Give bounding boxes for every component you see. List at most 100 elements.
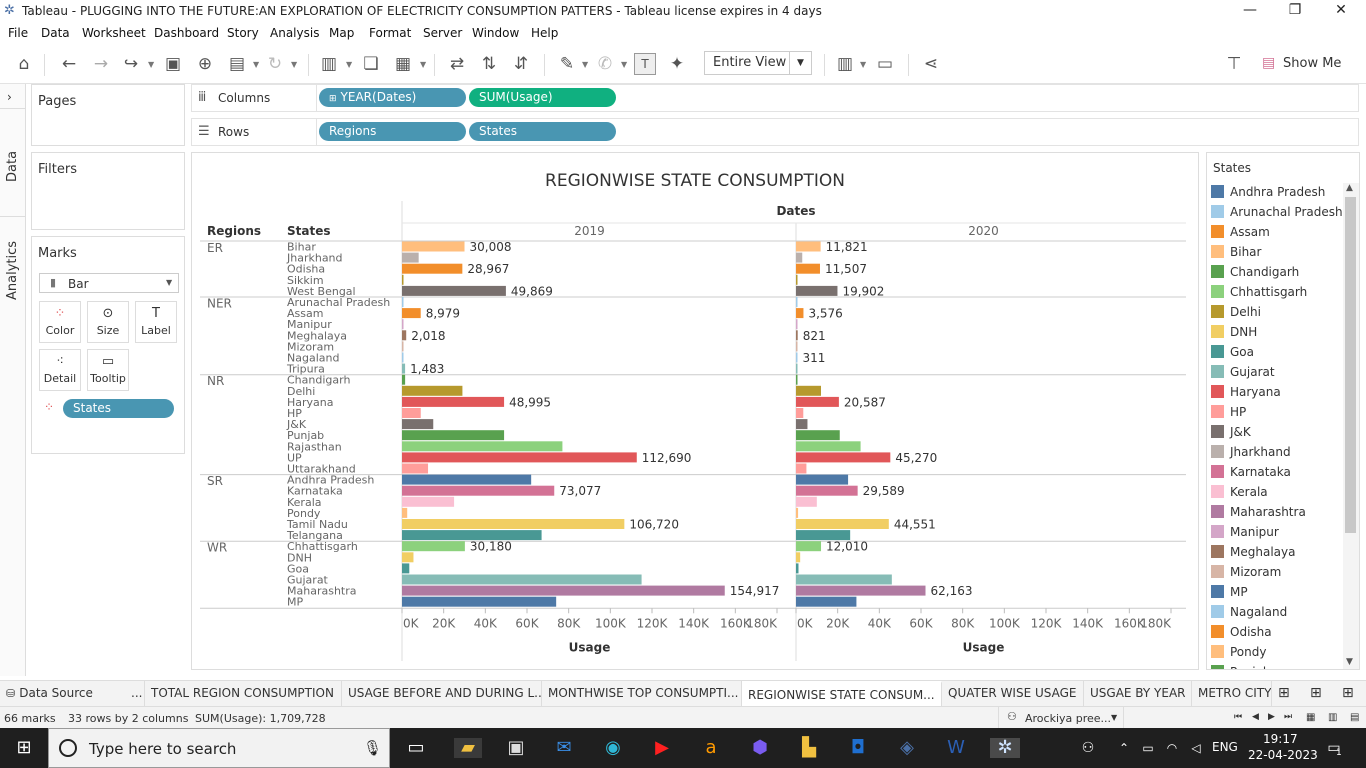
home-icon[interactable]: ⌂: [18, 54, 30, 74]
tab-metro-city[interactable]: METRO CITY: [1192, 681, 1272, 707]
menu-map[interactable]: Map: [329, 26, 355, 40]
chevron-down-icon[interactable]: ▼: [253, 60, 260, 69]
share-icon[interactable]: ⋖: [923, 54, 939, 74]
legend-item[interactable]: Haryana: [1211, 385, 1281, 399]
chevron-down-icon[interactable]: ▼: [621, 60, 628, 69]
youtube-icon[interactable]: ▶: [655, 737, 669, 758]
clock-time[interactable]: 19:17: [1263, 732, 1298, 746]
tooltip-card[interactable]: ▭ Tooltip: [87, 349, 129, 391]
menu-worksheet[interactable]: Worksheet: [82, 26, 146, 40]
chevron-down-icon[interactable]: ▼: [346, 60, 353, 69]
legend-item[interactable]: Nagaland: [1211, 605, 1287, 619]
mail-icon[interactable]: ✉: [556, 737, 572, 758]
task-view-icon[interactable]: ▭: [407, 737, 425, 758]
flipkart-icon[interactable]: ▙: [802, 737, 816, 758]
duplicate-icon[interactable]: ❏: [363, 54, 379, 74]
clock-date[interactable]: 22-04-2023: [1248, 748, 1318, 762]
word-icon[interactable]: W: [947, 737, 965, 758]
taskbar-search[interactable]: Type here to search 🎙︎: [48, 728, 390, 768]
first-sheet-icon[interactable]: ⏮: [1234, 712, 1243, 722]
pause-updates-icon[interactable]: ▤: [228, 54, 246, 74]
chevron-up-icon[interactable]: ⌃: [1118, 741, 1130, 755]
tab-view-icon[interactable]: ▤: [1350, 712, 1360, 723]
people-icon[interactable]: ⚇: [1081, 740, 1095, 756]
last-sheet-icon[interactable]: ⏭: [1284, 712, 1293, 722]
filmstrip-icon[interactable]: ▦: [1306, 712, 1316, 723]
save-icon[interactable]: ▣: [164, 54, 182, 74]
chevron-down-icon[interactable]: ▼: [582, 60, 589, 69]
chevron-down-icon[interactable]: ▼: [1346, 657, 1353, 667]
legend-item[interactable]: HP: [1211, 405, 1246, 419]
tab-quater-wise[interactable]: QUATER WISE USAGE: [942, 681, 1084, 707]
mark-type-dropdown[interactable]: ▮ Bar ▼: [39, 273, 179, 293]
size-card[interactable]: ⊙ Size: [87, 301, 129, 343]
restore-icon[interactable]: ❐: [1288, 2, 1302, 18]
more-tabs[interactable]: ...: [125, 681, 145, 707]
legend-item[interactable]: Delhi: [1211, 305, 1261, 319]
legend-item[interactable]: Pondy: [1211, 645, 1266, 659]
new-dashboard-icon[interactable]: ⊞: [1310, 685, 1322, 701]
legend-item[interactable]: Jharkhand: [1211, 445, 1291, 459]
store-icon[interactable]: ▣: [507, 737, 525, 758]
swap-icon[interactable]: ⇄: [449, 54, 465, 74]
tableau-reader-icon[interactable]: ◈: [900, 737, 914, 758]
legend-item[interactable]: Gujarat: [1211, 365, 1275, 379]
windows-start-icon[interactable]: ⊞: [16, 737, 32, 758]
close-icon[interactable]: ✕: [1335, 2, 1347, 18]
legend-item[interactable]: Assam: [1211, 225, 1270, 239]
regions-pill[interactable]: Regions: [319, 122, 466, 141]
legend-item[interactable]: Bihar: [1211, 245, 1261, 259]
sort-descending-icon[interactable]: ⇵: [513, 54, 529, 74]
file-explorer-icon[interactable]: ▰: [454, 738, 482, 758]
tab-total-region[interactable]: TOTAL REGION CONSUMPTION: [145, 681, 342, 707]
legend-item[interactable]: Goa: [1211, 345, 1254, 359]
refresh-icon[interactable]: ↻: [267, 54, 283, 74]
undo-icon[interactable]: ←: [61, 54, 77, 74]
presentation-icon[interactable]: ▭: [876, 54, 894, 74]
legend-item[interactable]: Arunachal Pradesh: [1211, 205, 1343, 219]
pin-icon[interactable]: ✦: [669, 54, 685, 74]
legend-item[interactable]: Odisha: [1211, 625, 1272, 639]
regionwise-chart[interactable]: REGIONWISE STATE CONSUMPTION Dates Regions…: [192, 153, 1198, 669]
analytics-tab[interactable]: Analytics: [5, 240, 20, 300]
detail-card[interactable]: ⁖ Detail: [39, 349, 81, 391]
pages-panel[interactable]: Pages: [31, 84, 185, 146]
show-me-button[interactable]: ▤ Show Me: [1262, 55, 1352, 75]
fit-dropdown[interactable]: Entire View ▼: [704, 51, 812, 75]
tab-usage-before[interactable]: USAGE BEFORE AND DURING L...: [342, 681, 542, 707]
legend-item[interactable]: Chhattisgarh: [1211, 285, 1307, 299]
clear-sheet-icon[interactable]: ▦: [394, 54, 412, 74]
menu-format[interactable]: Format: [369, 26, 412, 40]
states-pill[interactable]: States: [469, 122, 616, 141]
chevron-up-icon[interactable]: ▲: [1346, 183, 1353, 193]
legend-item[interactable]: Manipur: [1211, 525, 1279, 539]
tab-regionwise-state[interactable]: REGIONWISE STATE CONSUM...: [742, 681, 942, 707]
microphone-icon[interactable]: 🎙︎: [363, 739, 383, 757]
tableau-app-icon[interactable]: ✲: [990, 738, 1020, 758]
legend-item[interactable]: J&K: [1211, 425, 1251, 439]
legend-item[interactable]: Mizoram: [1211, 565, 1281, 579]
chevron-down-icon[interactable]: ▼: [148, 60, 155, 69]
cards-icon[interactable]: ▥: [836, 54, 854, 74]
tab-monthwise[interactable]: MONTHWISE TOP CONSUMPTI...: [542, 681, 742, 707]
tab-usgae-by-year[interactable]: USGAE BY YEAR: [1084, 681, 1192, 707]
menu-story[interactable]: Story: [227, 26, 259, 40]
chevron-down-icon[interactable]: ▼: [860, 60, 867, 69]
sum-usage-pill[interactable]: SUM(Usage): [469, 88, 616, 107]
menu-data[interactable]: Data: [41, 26, 70, 40]
highlight-icon[interactable]: ✎: [559, 54, 575, 74]
edge-icon[interactable]: ◉: [605, 737, 621, 758]
replay-icon[interactable]: ↪: [123, 54, 139, 74]
show-tabs-icon[interactable]: ▥: [1328, 712, 1338, 723]
legend-item[interactable]: Punjab: [1211, 665, 1271, 669]
legend-item[interactable]: DNH: [1211, 325, 1257, 339]
color-card[interactable]: ⁘ Color: [39, 301, 81, 343]
show-labels-icon[interactable]: T: [634, 53, 656, 75]
chevron-down-icon[interactable]: ▼: [291, 60, 298, 69]
volume-icon[interactable]: ◁: [1191, 741, 1201, 755]
format-painter-icon[interactable]: ⊤: [1226, 54, 1242, 74]
wifi-icon[interactable]: ◠: [1166, 741, 1178, 755]
outlook-icon[interactable]: ◘: [850, 737, 866, 758]
sort-ascending-icon[interactable]: ⇅: [481, 54, 497, 74]
legend-item[interactable]: Meghalaya: [1211, 545, 1295, 559]
